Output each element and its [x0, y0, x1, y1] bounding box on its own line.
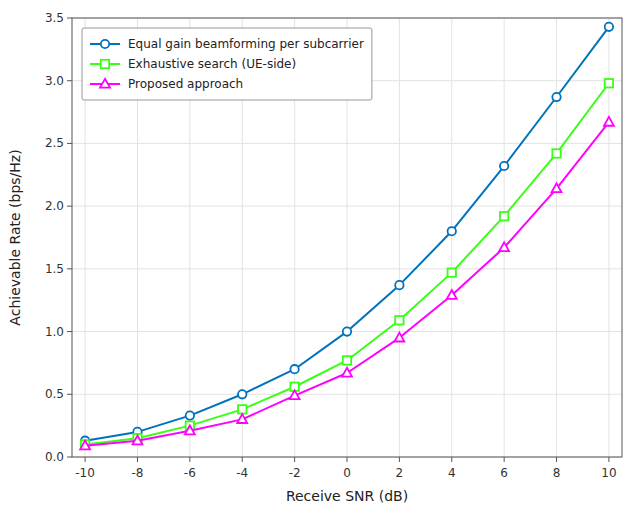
data-point — [80, 441, 90, 450]
y-tick-label: 3.5 — [45, 11, 64, 25]
y-tick-label: 2.5 — [45, 136, 64, 150]
data-point — [81, 440, 89, 448]
data-point — [499, 242, 509, 251]
x-tick-label: 10 — [601, 466, 616, 480]
data-point — [186, 411, 194, 419]
x-tick-label: -6 — [184, 466, 196, 480]
y-tick-label: 3.0 — [45, 74, 64, 88]
y-tick — [67, 394, 72, 395]
y-tick-label: 0.5 — [45, 387, 64, 401]
y-tick-label: 1.5 — [45, 262, 64, 276]
data-point — [552, 149, 560, 157]
x-tick — [504, 457, 505, 462]
legend-marker — [101, 60, 109, 68]
y-grid-line — [72, 143, 622, 144]
data-point — [394, 333, 404, 342]
x-tick — [451, 457, 452, 462]
y-tick — [67, 331, 72, 332]
data-point — [343, 327, 351, 335]
y-tick-label: 2.0 — [45, 199, 64, 213]
y-tick — [67, 206, 72, 207]
data-point — [605, 23, 613, 31]
y-tick — [67, 80, 72, 81]
x-tick-label: 4 — [448, 466, 456, 480]
x-tick-label: 0 — [343, 466, 351, 480]
data-point — [500, 162, 508, 170]
y-tick-label: 1.0 — [45, 325, 64, 339]
data-point — [395, 281, 403, 289]
chart-svg: -10 -8 -6 -4 -2 0 2 4 6 8 10 0.0 0.5 1.0 1.5 2.0 2.5 3.0 3… — [0, 0, 640, 515]
data-point — [133, 435, 143, 444]
x-tick — [137, 457, 138, 462]
y-grid-line — [72, 268, 622, 269]
data-point — [290, 390, 300, 399]
x-tick-label: 2 — [396, 466, 404, 480]
x-tick — [294, 457, 295, 462]
y-tick — [67, 457, 72, 458]
y-axis-label: Achievable Rate (bps/Hz) — [7, 149, 23, 325]
x-tick — [242, 457, 243, 462]
data-point — [185, 425, 195, 434]
x-tick — [556, 457, 557, 462]
y-tick — [67, 18, 72, 19]
x-grid-line — [399, 18, 400, 457]
data-point — [552, 93, 560, 101]
chart-container: -10 -8 -6 -4 -2 0 2 4 6 8 10 0.0 0.5 1.0 1.5 2.0 2.5 3.0 3… — [0, 0, 640, 515]
y-tick-label: 0.0 — [45, 450, 64, 464]
x-grid-line — [556, 18, 557, 457]
data-point — [552, 183, 562, 192]
series-line — [85, 83, 609, 444]
legend-marker — [101, 40, 109, 48]
series — [81, 79, 613, 449]
data-layer — [80, 23, 614, 450]
data-point — [448, 227, 456, 235]
legend-label: Equal gain beamforming per subcarrier — [128, 37, 364, 51]
legend: Equal gain beamforming per subcarrier Exh… — [82, 28, 372, 100]
x-tick — [85, 457, 86, 462]
legend-label: Proposed approach — [128, 77, 243, 91]
x-tick — [189, 457, 190, 462]
series-line — [85, 122, 609, 446]
x-tick — [399, 457, 400, 462]
grid — [72, 18, 622, 457]
x-tick-label: -2 — [289, 466, 301, 480]
data-point — [395, 316, 403, 324]
x-tick-label: -10 — [75, 466, 95, 480]
x-grid-line — [504, 18, 505, 457]
y-grid-line — [72, 394, 622, 395]
x-axis-label: Receive SNR (dB) — [286, 488, 408, 504]
data-point — [238, 390, 246, 398]
legend-box — [82, 28, 372, 100]
x-tick — [347, 457, 348, 462]
legend-marker — [100, 79, 110, 88]
axes: -10 -8 -6 -4 -2 0 2 4 6 8 10 0.0 0.5 1.0 1.5 2.0 2.5 3.0 3… — [45, 11, 617, 480]
data-point — [342, 368, 352, 377]
data-point — [448, 268, 456, 276]
plot-background — [72, 18, 622, 457]
x-tick-label: -8 — [131, 466, 143, 480]
series — [81, 23, 613, 445]
data-point — [237, 414, 247, 423]
y-tick — [67, 268, 72, 269]
data-point — [604, 117, 614, 126]
data-point — [343, 356, 351, 364]
x-grid-line — [451, 18, 452, 457]
x-tick-label: -4 — [236, 466, 248, 480]
y-tick — [67, 143, 72, 144]
plot-frame — [72, 18, 622, 457]
series — [80, 117, 614, 449]
data-point — [500, 212, 508, 220]
x-tick — [608, 457, 609, 462]
data-point — [447, 290, 457, 299]
data-point — [238, 405, 246, 413]
legend-label: Exhaustive search (UE-side) — [128, 57, 296, 71]
x-tick-label: 8 — [553, 466, 561, 480]
data-point — [290, 365, 298, 373]
data-point — [605, 79, 613, 87]
x-tick-label: 6 — [500, 466, 508, 480]
